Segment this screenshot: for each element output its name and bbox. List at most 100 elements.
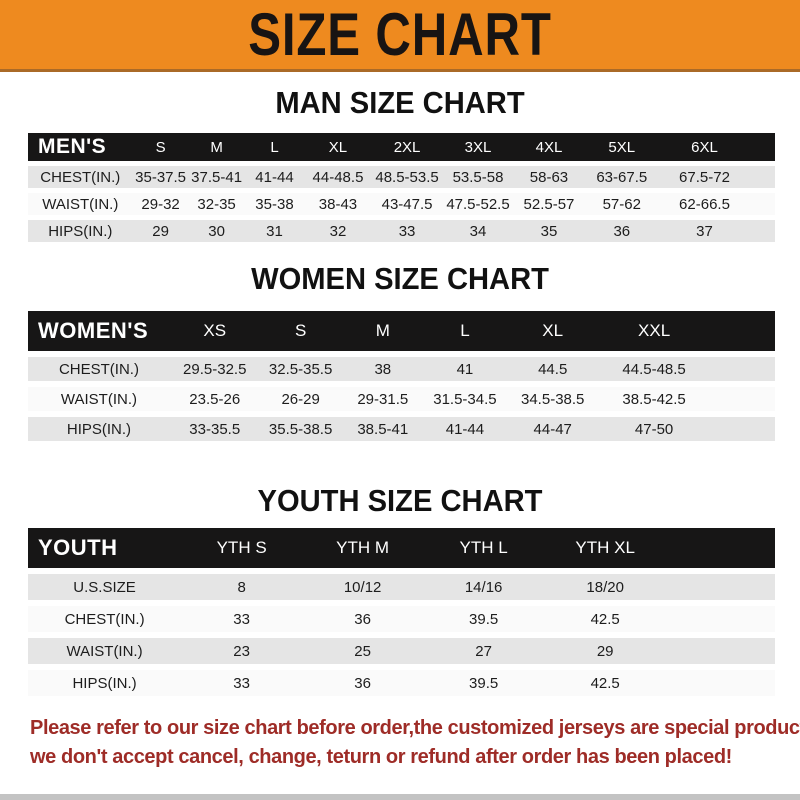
table-row: WAIST(IN.) 23 25 27 29 bbox=[28, 638, 775, 664]
size-value-cell: 33 bbox=[181, 670, 303, 696]
row-label: CHEST(IN.) bbox=[28, 166, 133, 188]
size-value-cell: 43-47.5 bbox=[371, 193, 443, 215]
size-value-cell: 23 bbox=[181, 638, 303, 664]
row-label: HIPS(IN.) bbox=[28, 417, 170, 441]
size-value-cell: 10/12 bbox=[302, 574, 424, 600]
size-value-cell: 42.5 bbox=[544, 670, 775, 696]
size-value-cell: 38.5-42.5 bbox=[599, 387, 775, 411]
size-value-cell: 25 bbox=[302, 638, 424, 664]
table-header-row: MEN'S S M L XL 2XL 3XL 4XL 5XL 6XL bbox=[28, 133, 775, 161]
size-value-cell: 33 bbox=[371, 220, 443, 242]
table-row: HIPS(IN.) 29 30 31 32 33 34 35 36 37 bbox=[28, 220, 775, 242]
size-value-cell: 52.5-57 bbox=[513, 193, 585, 215]
size-value-cell: 36 bbox=[584, 220, 660, 242]
column-header: XL bbox=[506, 311, 600, 351]
women-section-title: WOMEN SIZE CHART bbox=[251, 261, 549, 296]
column-header: 3XL bbox=[442, 133, 514, 161]
column-header: L bbox=[244, 133, 305, 161]
size-value-cell: 34.5-38.5 bbox=[506, 387, 600, 411]
size-value-cell: 41-44 bbox=[423, 417, 507, 441]
footer-note: Please refer to our size chart before or… bbox=[0, 714, 800, 772]
size-value-cell: 34 bbox=[442, 220, 514, 242]
size-value-cell: 35.5-38.5 bbox=[259, 417, 342, 441]
column-header: L bbox=[423, 311, 507, 351]
size-value-cell: 53.5-58 bbox=[442, 166, 514, 188]
column-header: YTH XL bbox=[544, 528, 775, 568]
size-value-cell: 31.5-34.5 bbox=[423, 387, 507, 411]
table-row: CHEST(IN.) 33 36 39.5 42.5 bbox=[28, 606, 775, 632]
size-value-cell: 35-38 bbox=[244, 193, 305, 215]
banner: SIZE CHART bbox=[0, 0, 800, 72]
women-size-section: WOMEN SIZE CHART WOMEN'S XS S M L XL XXL CHEST(… bbox=[0, 261, 800, 447]
table-row: HIPS(IN.) 33-35.5 35.5-38.5 38.5-41 41-44 44-… bbox=[28, 417, 775, 441]
column-header: 5XL bbox=[584, 133, 660, 161]
size-value-cell: 47.5-52.5 bbox=[442, 193, 514, 215]
column-header: XL bbox=[304, 133, 372, 161]
man-size-section: MAN SIZE CHART MEN'S S M L XL 2XL 3XL 4XL 5XL 6XL… bbox=[0, 85, 800, 247]
size-value-cell: 29.5-32.5 bbox=[169, 357, 260, 381]
size-value-cell: 32 bbox=[304, 220, 372, 242]
youth-size-section: YOUTH SIZE CHART YOUTH YTH S YTH M YTH L YTH… bbox=[0, 483, 800, 702]
column-header: S bbox=[259, 311, 342, 351]
table-row: WAIST(IN.) 23.5-26 26-29 29-31.5 31.5-34.5 34… bbox=[28, 387, 775, 411]
table-row: CHEST(IN.) 29.5-32.5 32.5-35.5 38 41 44.5 44.5… bbox=[28, 357, 775, 381]
table-header-row: YOUTH YTH S YTH M YTH L YTH XL bbox=[28, 528, 775, 568]
size-value-cell: 27 bbox=[423, 638, 545, 664]
table-row: HIPS(IN.) 33 36 39.5 42.5 bbox=[28, 670, 775, 696]
size-value-cell: 44-48.5 bbox=[304, 166, 372, 188]
bottom-edge-strip bbox=[0, 794, 800, 800]
row-label: WAIST(IN.) bbox=[28, 387, 170, 411]
column-header: YTH L bbox=[423, 528, 545, 568]
size-value-cell: 26-29 bbox=[259, 387, 342, 411]
size-value-cell: 18/20 bbox=[544, 574, 775, 600]
table-header-label: WOMEN'S bbox=[28, 311, 170, 351]
size-value-cell: 57-62 bbox=[584, 193, 660, 215]
size-value-cell: 37 bbox=[659, 220, 775, 242]
size-value-cell: 48.5-53.5 bbox=[371, 166, 443, 188]
size-value-cell: 41-44 bbox=[244, 166, 305, 188]
size-value-cell: 23.5-26 bbox=[169, 387, 260, 411]
women-size-table: WOMEN'S XS S M L XL XXL CHEST(IN.) 29.5-32.5 32.5… bbox=[28, 305, 775, 447]
size-value-cell: 58-63 bbox=[513, 166, 585, 188]
row-label: HIPS(IN.) bbox=[28, 670, 182, 696]
size-value-cell: 29-31.5 bbox=[341, 387, 424, 411]
size-value-cell: 67.5-72 bbox=[659, 166, 775, 188]
column-header: XXL bbox=[599, 311, 775, 351]
column-header: YTH S bbox=[181, 528, 303, 568]
men-size-table: MEN'S S M L XL 2XL 3XL 4XL 5XL 6XL CHEST(IN.) 35-37… bbox=[28, 128, 775, 247]
column-header: XS bbox=[169, 311, 260, 351]
size-value-cell: 30 bbox=[188, 220, 245, 242]
table-row: CHEST(IN.) 35-37.5 37.5-41 41-44 44-48.5 48.5… bbox=[28, 166, 775, 188]
column-header: M bbox=[188, 133, 245, 161]
youth-section-title: YOUTH SIZE CHART bbox=[257, 483, 543, 518]
size-value-cell: 62-66.5 bbox=[659, 193, 775, 215]
column-header: M bbox=[341, 311, 424, 351]
size-value-cell: 14/16 bbox=[423, 574, 545, 600]
size-value-cell: 38 bbox=[341, 357, 424, 381]
size-value-cell: 38.5-41 bbox=[341, 417, 424, 441]
size-value-cell: 33 bbox=[181, 606, 303, 632]
row-label: HIPS(IN.) bbox=[28, 220, 133, 242]
size-value-cell: 32-35 bbox=[188, 193, 245, 215]
table-header-row: WOMEN'S XS S M L XL XXL bbox=[28, 311, 775, 351]
row-label: CHEST(IN.) bbox=[28, 606, 182, 632]
table-header-label: YOUTH bbox=[28, 528, 182, 568]
size-value-cell: 36 bbox=[302, 606, 424, 632]
size-value-cell: 47-50 bbox=[599, 417, 775, 441]
size-value-cell: 44-47 bbox=[506, 417, 600, 441]
size-value-cell: 36 bbox=[302, 670, 424, 696]
size-value-cell: 35-37.5 bbox=[132, 166, 189, 188]
column-header: S bbox=[132, 133, 189, 161]
size-value-cell: 38-43 bbox=[304, 193, 372, 215]
column-header: YTH M bbox=[302, 528, 424, 568]
table-row: U.S.SIZE 8 10/12 14/16 18/20 bbox=[28, 574, 775, 600]
column-header: 2XL bbox=[371, 133, 443, 161]
banner-title: SIZE CHART bbox=[248, 1, 552, 68]
size-value-cell: 29 bbox=[132, 220, 189, 242]
size-value-cell: 41 bbox=[423, 357, 507, 381]
footer-note-line1: Please refer to our size chart before or… bbox=[30, 717, 800, 739]
table-header-label: MEN'S bbox=[28, 133, 133, 161]
row-label: WAIST(IN.) bbox=[28, 638, 182, 664]
size-value-cell: 31 bbox=[244, 220, 305, 242]
size-value-cell: 39.5 bbox=[423, 670, 545, 696]
